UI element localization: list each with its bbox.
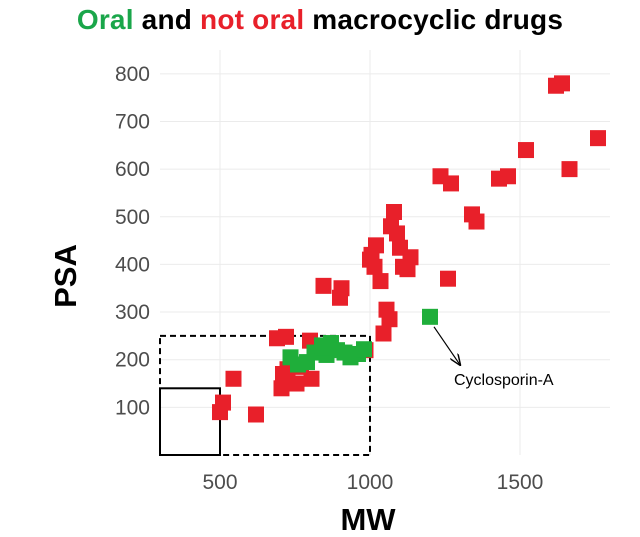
not-oral-point: [561, 161, 578, 178]
annotations: Cyclosporin-A: [433, 326, 554, 389]
not-oral-point: [402, 249, 419, 266]
x-tick-labels: 500 1000 1500: [202, 471, 543, 494]
not-oral-point: [440, 270, 456, 287]
not-oral-point: [386, 204, 402, 220]
not-oral-point: [389, 225, 405, 242]
title-oral: Oral: [76, 4, 134, 35]
y-axis-title: PSA: [48, 244, 83, 308]
not-oral-point: [375, 325, 392, 342]
not-oral-point: [381, 311, 398, 328]
not-oral-point: [468, 213, 485, 230]
dashed-region-box: [159, 334, 371, 456]
x-tick-label: 500: [202, 471, 237, 494]
not-oral-point: [443, 175, 459, 192]
not-oral-point: [372, 273, 389, 290]
y-tick-label: 400: [115, 253, 150, 276]
not-oral-point: [500, 168, 516, 185]
annotation-label: Cyclosporin-A: [454, 372, 554, 389]
y-tick-label: 500: [115, 206, 150, 229]
not-oral-point: [288, 375, 305, 392]
y-tick-label: 800: [115, 63, 150, 86]
not-oral-point: [368, 237, 384, 254]
chart-title: Oral and not oral macrocyclic drugs: [0, 4, 640, 36]
not-oral-point: [215, 394, 231, 411]
oral-point: [356, 341, 372, 358]
oral-point: [422, 308, 438, 325]
x-tick-label: 1000: [347, 471, 394, 494]
y-tick-label: 300: [115, 301, 150, 324]
region-boxes: [159, 334, 371, 457]
title-and: and: [133, 4, 201, 35]
x-tick-label: 1500: [497, 471, 544, 494]
not-oral-point: [590, 130, 606, 147]
not-oral-point: [554, 75, 570, 92]
not-oral-point: [273, 380, 290, 397]
solid-region-box: [159, 387, 221, 457]
y-tick-labels: 100 200 300 400 500 600 700 800: [115, 63, 150, 420]
y-tick-label: 700: [115, 110, 150, 133]
x-axis-title: MW: [340, 502, 396, 537]
data-points: [212, 75, 606, 423]
title-rest: macrocyclic drugs: [304, 4, 564, 35]
y-tick-label: 200: [115, 349, 150, 372]
not-oral-point: [366, 258, 383, 275]
y-tick-label: 100: [115, 396, 150, 419]
annotation-arrow: [433, 326, 460, 365]
grid: [160, 50, 610, 455]
not-oral-point: [303, 370, 320, 387]
not-oral-point: [248, 406, 264, 423]
y-tick-label: 600: [115, 158, 150, 181]
not-oral-point: [333, 280, 350, 297]
not-oral-point: [225, 370, 242, 387]
not-oral-point: [518, 142, 534, 159]
not-oral-point: [315, 277, 332, 294]
not-oral-point: [278, 328, 294, 345]
oral-point: [315, 339, 332, 356]
title-not-oral: not oral: [200, 4, 305, 35]
